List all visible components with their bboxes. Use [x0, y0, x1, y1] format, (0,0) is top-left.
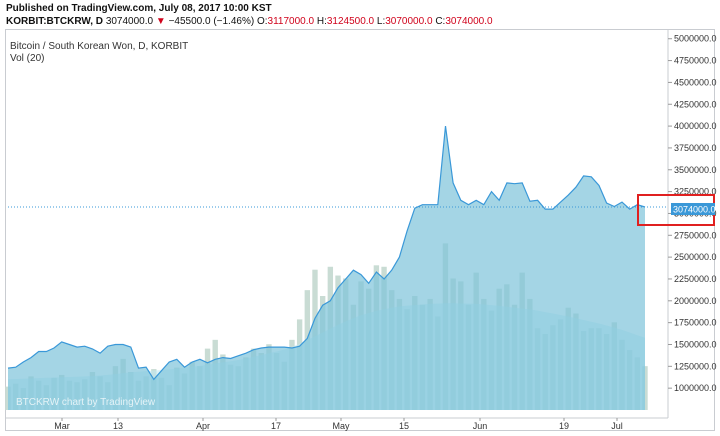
x-tick-label: 13 [113, 421, 123, 431]
close-value: 3074000.0 [445, 16, 493, 27]
x-axis: Mar 13 Apr 17 May 15 Jun 19 Jul [5, 417, 668, 431]
symbol-quote-bar: KORBIT:BTCKRW, D 3074000.0 ▼ −45500.0 (−… [6, 16, 493, 27]
y-tick-label: 4250000.0 [674, 99, 717, 109]
y-tick-label: 4500000.0 [674, 77, 717, 87]
x-tick-label: Jun [473, 421, 488, 431]
price-line [7, 126, 646, 381]
x-tick-label: Apr [196, 421, 210, 431]
y-tick-label: 1000000.0 [674, 383, 717, 393]
y-tick-label: 3250000.0 [674, 187, 717, 197]
volume-bar [5, 386, 11, 410]
low-label: L: [376, 16, 386, 27]
x-tick-label: Mar [54, 421, 70, 431]
chart-title: Bitcoin / South Korean Won, D, KORBIT [10, 41, 189, 52]
x-tick-label: 19 [559, 421, 569, 431]
y-tick-label: 1750000.0 [674, 318, 717, 328]
y-tick-label: 4750000.0 [674, 56, 717, 66]
low-value: 3070000.0 [385, 16, 433, 27]
published-note: Published on TradingView.com, July 08, 2… [6, 3, 272, 14]
x-tick-label: May [332, 421, 350, 431]
high-label: H: [316, 16, 327, 27]
x-tick-label: 17 [271, 421, 281, 431]
down-arrow-icon: ▼ [155, 16, 166, 27]
open-label: O: [256, 16, 268, 27]
price-label: 3074000.0 [673, 205, 716, 215]
y-tick-label: 3750000.0 [674, 143, 717, 153]
y-tick-label: 2750000.0 [674, 230, 717, 240]
y-tick-label: 3500000.0 [674, 165, 717, 175]
watermark: BTCKRW chart by TradingView [16, 397, 156, 408]
y-tick-label: 5000000.0 [674, 34, 717, 44]
volume-legend: Vol (20) [10, 53, 45, 64]
y-tick-label: 2250000.0 [674, 274, 717, 284]
close-label: C: [435, 16, 446, 27]
price-label-bg [671, 203, 715, 215]
y-tick-label: 1250000.0 [674, 361, 717, 371]
symbol-label: KORBIT:BTCKRW, D [6, 16, 104, 27]
x-tick-label: 15 [399, 421, 409, 431]
y-tick-label: 2000000.0 [674, 296, 717, 306]
last-price: 3074000.0 [105, 16, 154, 27]
y-tick-label: 1500000.0 [674, 339, 717, 349]
x-tick-label: Jul [611, 421, 623, 431]
price-area [8, 126, 645, 410]
y-tick-label: 2500000.0 [674, 252, 717, 262]
chart-frame[interactable] [5, 29, 715, 431]
price-change: −45500.0 (−1.46%) [168, 16, 255, 27]
y-axis: 1000000.0 1250000.0 1500000.0 1750000.0 2000… [667, 29, 717, 418]
open-value: 3117000.0 [267, 16, 315, 27]
high-value: 3124500.0 [326, 16, 375, 27]
y-tick-label: 4000000.0 [674, 121, 717, 131]
